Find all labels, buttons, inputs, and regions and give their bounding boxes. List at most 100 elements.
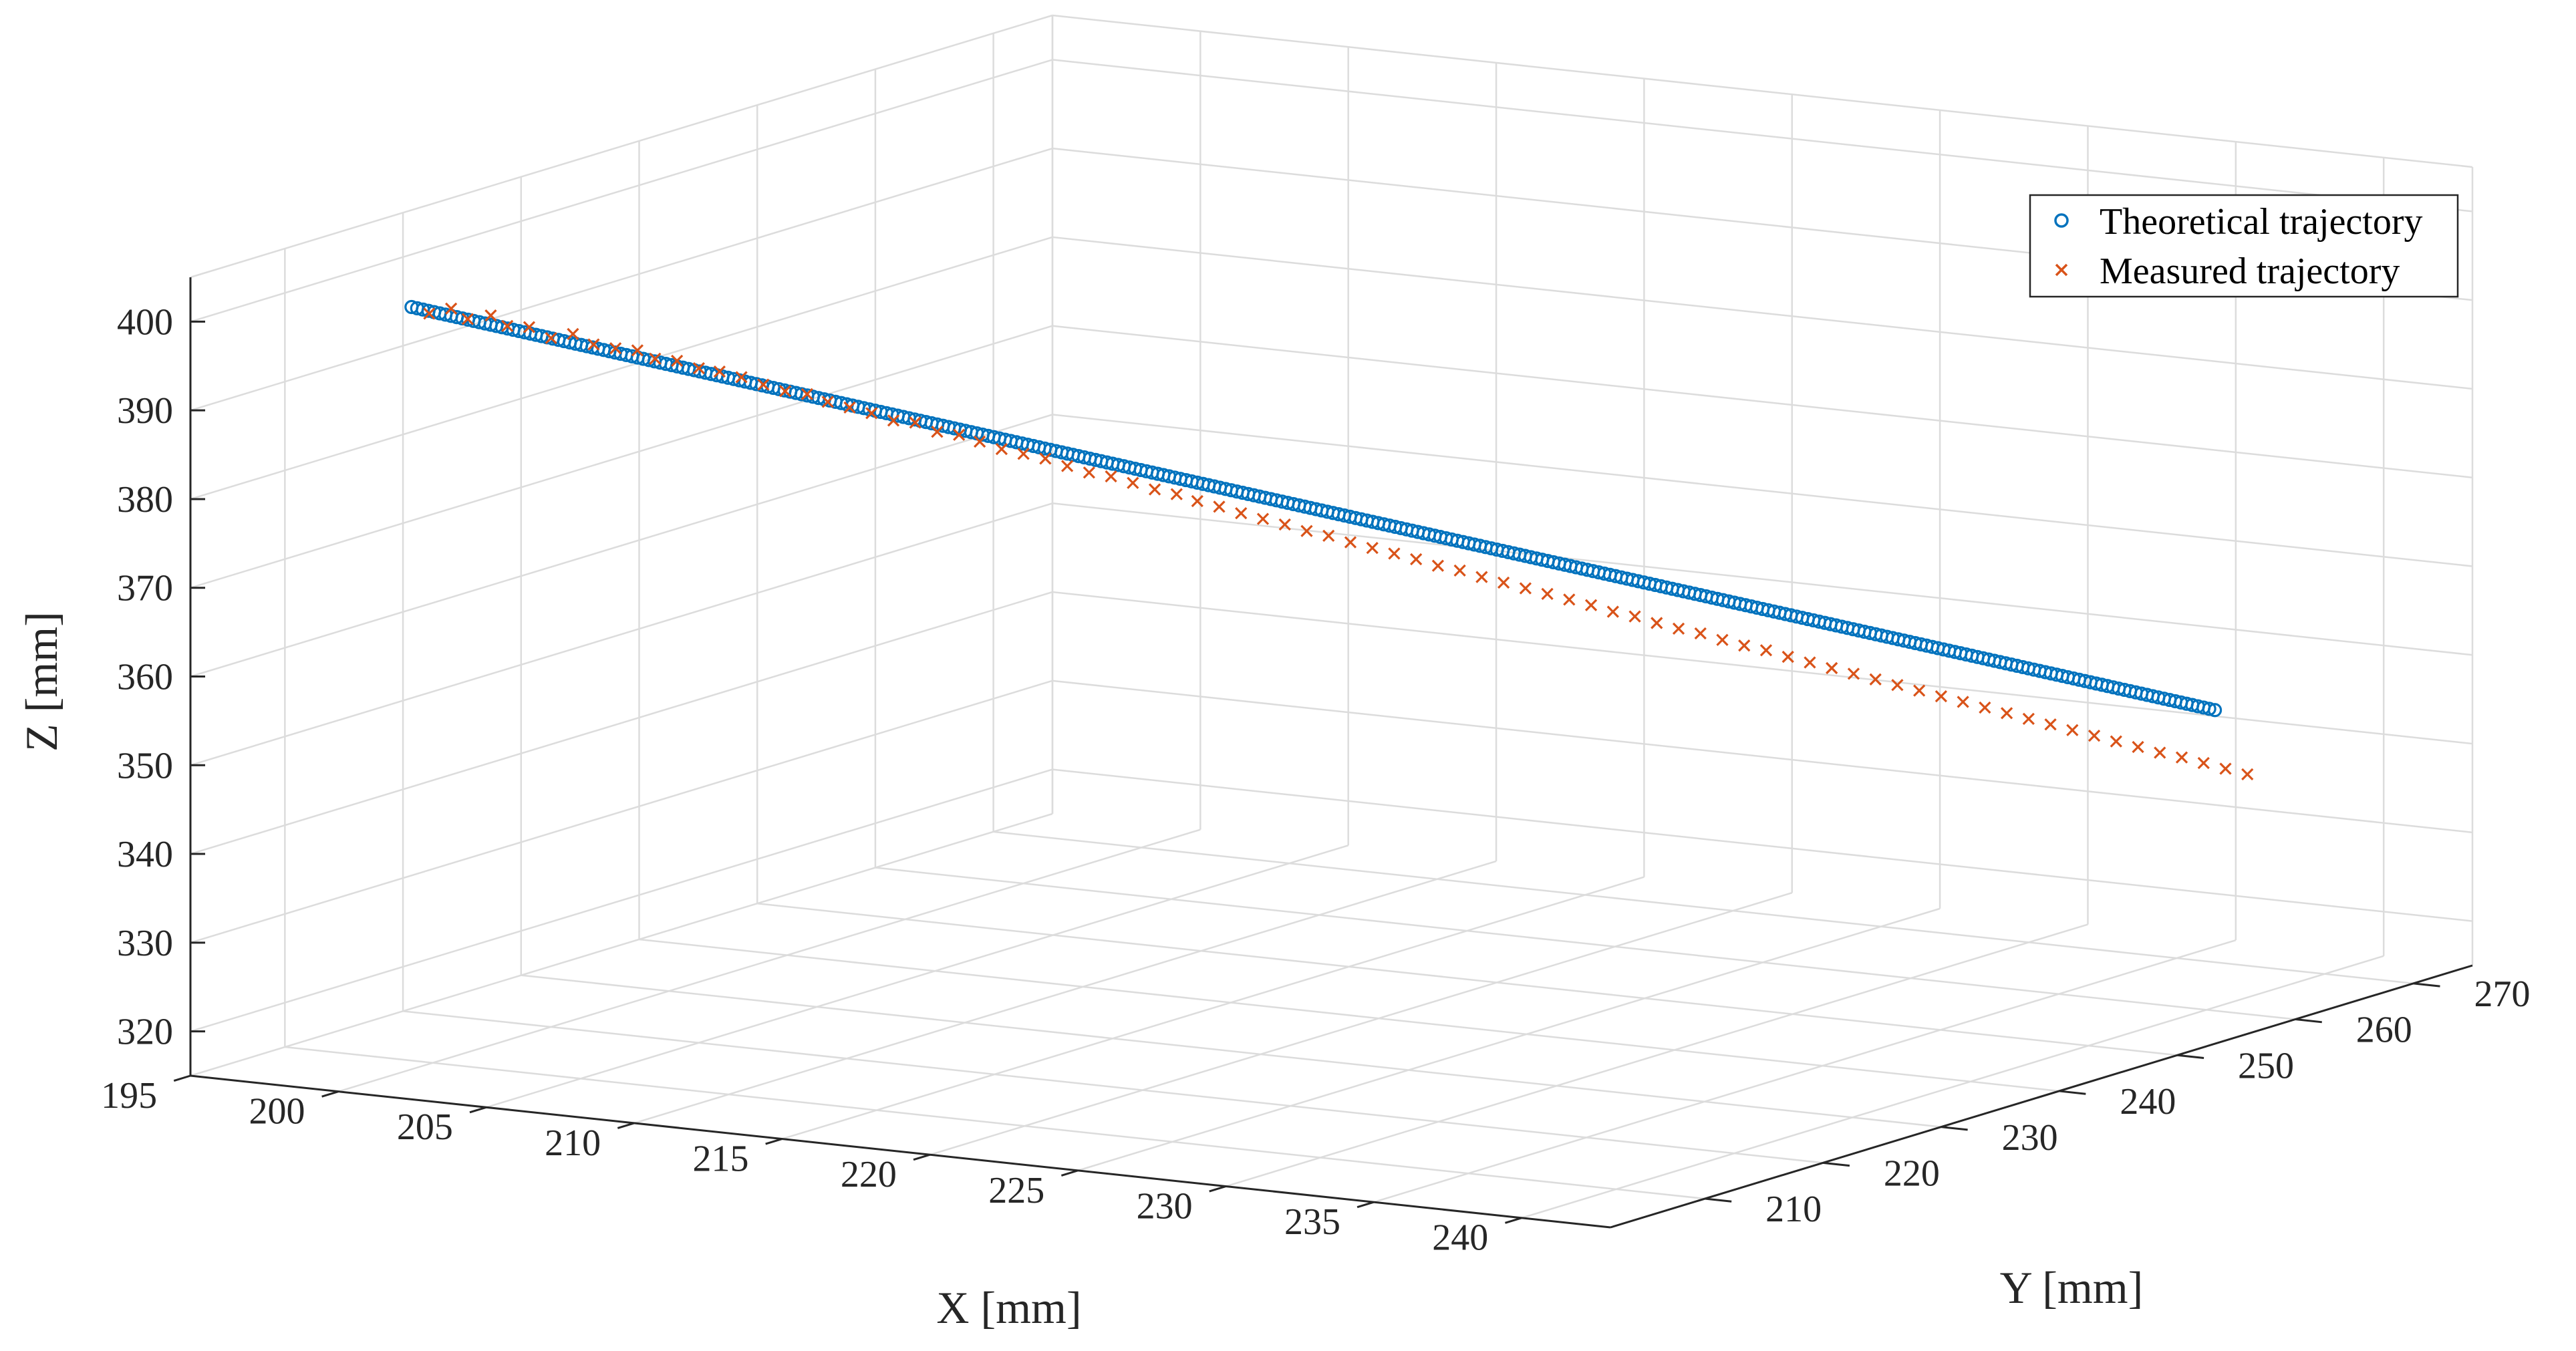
- x-axis-label: X [mm]: [936, 1282, 1081, 1333]
- y-tick-mark: [1705, 1197, 1732, 1203]
- floor-gridline-y: [402, 1010, 1824, 1164]
- measured-point: [974, 435, 986, 448]
- measured-point: [713, 365, 726, 378]
- theoretical-point: [2207, 703, 2223, 718]
- measured-point: [2044, 718, 2057, 731]
- back-wall-gridline-z: [1052, 768, 2473, 922]
- measured-point: [1431, 559, 1445, 572]
- measured-point: [953, 428, 966, 441]
- measured-point: [1410, 553, 1423, 566]
- measured-point: [649, 352, 662, 365]
- y-tick-mark: [1941, 1126, 1968, 1131]
- x-tick-mark: [617, 1122, 635, 1129]
- measured-point: [1017, 448, 1030, 460]
- back-wall-gridline-z: [1052, 236, 2473, 390]
- measured-point: [1913, 684, 1926, 697]
- floor-gridline-y: [285, 1046, 1705, 1200]
- floor-gridline-y: [993, 831, 2414, 985]
- y-tick-label: 220: [1884, 1153, 1940, 1195]
- x-tick-label: 230: [1137, 1185, 1193, 1227]
- measured-point: [1606, 605, 1619, 618]
- measured-point: [1563, 593, 1576, 606]
- z-tick-label: 330: [117, 923, 173, 964]
- measured-point: [567, 327, 579, 340]
- side-wall-gridline-z: [190, 502, 1053, 766]
- axes: [173, 277, 2473, 1229]
- side-wall-gridline-z: [190, 236, 1053, 500]
- measured-point: [484, 309, 497, 322]
- measured-point: [461, 313, 474, 325]
- grid: [190, 14, 2474, 1229]
- x-tick-mark: [173, 1074, 191, 1082]
- floor-gridline-x: [1521, 955, 2384, 1219]
- measured-point: [1781, 650, 1794, 663]
- y-axis-label: Y [mm]: [2000, 1262, 2144, 1313]
- x-tick-label: 220: [841, 1154, 897, 1195]
- measured-point: [1213, 500, 1226, 513]
- x-tick-mark: [765, 1138, 782, 1145]
- measured-point: [1060, 460, 1074, 472]
- measured-point: [423, 307, 436, 320]
- measured-point: [1148, 483, 1161, 496]
- y-tick-label: 230: [2002, 1117, 2058, 1159]
- measured-point: [1105, 470, 1117, 483]
- measured-point: [1366, 541, 1379, 555]
- back-wall-gridline-z: [1052, 502, 2473, 656]
- tick-labels: 195 200 205 210 215 220 225 230 235 240 210 220 230 2…: [101, 301, 2530, 1258]
- measured-point: [1300, 524, 1313, 537]
- measured-point: [671, 354, 684, 367]
- measured-point: [1672, 622, 1685, 635]
- measured-point: [1519, 582, 1532, 595]
- x-axis-line: [190, 1074, 1611, 1229]
- measured-point: [1497, 576, 1510, 589]
- back-wall-gridline-z: [1052, 59, 2473, 212]
- x-tick-label: 235: [1284, 1201, 1340, 1243]
- measured-point: [931, 426, 944, 438]
- measured-point: [2154, 746, 2166, 759]
- x-tick-mark: [321, 1090, 339, 1098]
- measured-point: [865, 407, 878, 420]
- floor-gridline-x: [1226, 923, 2088, 1187]
- back-wall-gridline-z: [1052, 591, 2473, 745]
- measured-point: [2022, 712, 2035, 725]
- measured-point: [523, 321, 536, 333]
- legend-label-measured: Measured trajectory: [2100, 251, 2400, 292]
- floor-gridline-x: [1077, 907, 1941, 1172]
- measured-point: [1083, 466, 1096, 479]
- x-tick-label: 195: [101, 1075, 157, 1116]
- measured-point: [1628, 610, 1641, 623]
- measured-point: [545, 331, 557, 345]
- theoretical-point: [2202, 702, 2216, 716]
- measured-point: [2197, 756, 2210, 770]
- measured-point: [445, 302, 458, 315]
- floor-gridline-x: [190, 812, 1053, 1077]
- measured-point: [2066, 724, 2079, 736]
- measured-point: [1170, 488, 1183, 500]
- legend-box: [2029, 194, 2459, 298]
- measured-point: [1957, 696, 1969, 708]
- floor-gridline-y: [875, 867, 2296, 1020]
- side-wall-gridline-z: [190, 591, 1053, 855]
- measured-point: [2219, 762, 2232, 775]
- measured-point: [1388, 547, 1401, 560]
- x-tick-mark: [1356, 1201, 1375, 1209]
- measured-point: [1584, 599, 1598, 611]
- measured-point: [1127, 476, 1139, 489]
- legend: Theoretical trajectory Measured trajecto…: [2029, 194, 2459, 298]
- side-wall-gridline-z: [190, 768, 1053, 1032]
- measured-point: [757, 378, 770, 391]
- floor-gridline-x: [486, 845, 1349, 1108]
- y-tick-label: 260: [2356, 1010, 2412, 1051]
- measured-point: [735, 371, 748, 384]
- measured-point: [2132, 740, 2144, 754]
- measured-point: [1759, 644, 1773, 657]
- plot-area: [404, 299, 2254, 781]
- measured-point: [1891, 679, 1904, 692]
- y-tick-label: 210: [1765, 1189, 1822, 1230]
- side-wall-gridline-z: [190, 414, 1053, 678]
- measured-point: [909, 416, 921, 429]
- back-wall-gridline-z: [1052, 414, 2473, 567]
- measured-point: [801, 388, 813, 400]
- x-tick-mark: [1209, 1185, 1226, 1193]
- floor-gridline-x: [929, 892, 1793, 1156]
